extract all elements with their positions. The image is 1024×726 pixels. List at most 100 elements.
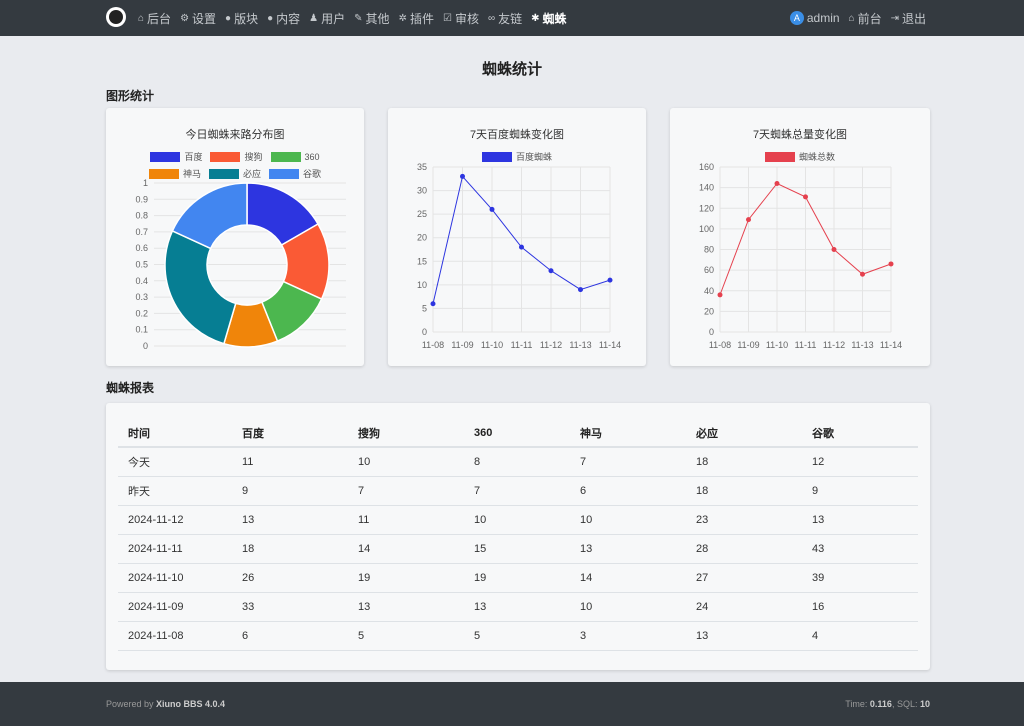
y-tick-label: 0.2	[135, 308, 148, 318]
table-row: 2024-11-12 13 11 10 10 23 13	[118, 505, 918, 535]
table-cell: 28	[685, 534, 802, 564]
x-tick-label: 11-09	[737, 340, 759, 350]
table-header-row: 时间 百度 搜狗 360 神马 必应 谷歌	[118, 419, 918, 448]
column-header: 必应	[685, 419, 802, 448]
baidu-line-card: 7天百度蜘蛛变化图 百度蜘蛛 0 5 10 15 20 25 30 35 11-08 11-09 1…	[388, 108, 646, 366]
nav-item-nav-left-3[interactable]: ● 内容	[267, 10, 300, 27]
pie-chart: 1 0.9 0.8 0.7 0.6 0.5 0.4 0.3 0.2 0.1 0	[135, 178, 346, 351]
column-header: 神马	[569, 419, 686, 448]
nav-item-nav-right-1[interactable]: ⌂ 前台	[849, 10, 882, 27]
nav-item-nav-left-8[interactable]: ∞ 友链	[488, 10, 522, 27]
table-cell: 11	[348, 505, 464, 535]
pie-slice-必应	[164, 229, 237, 345]
legend-swatch	[148, 168, 179, 179]
table-cell: 7	[464, 476, 570, 506]
y-tick-label: 120	[699, 203, 714, 213]
table-cell: 16	[801, 592, 918, 622]
x-tick-label: 11-12	[540, 340, 562, 350]
legend-swatch	[210, 151, 241, 162]
table-cell: 2024-11-10	[118, 563, 232, 593]
nav-label: 内容	[276, 11, 301, 26]
legend-swatch	[481, 151, 512, 162]
nav-item-nav-right-2[interactable]: ⇥ 退出	[891, 10, 926, 27]
legend-swatch	[208, 168, 239, 179]
table-cell: 39	[801, 563, 918, 593]
powered-name[interactable]: Xiuno BBS 4.0.4	[156, 699, 226, 709]
total-line-card: 7天蜘蛛总量变化图 蜘蛛总数 0 20 40 60 80 100 120 140 160 11-0…	[670, 108, 930, 366]
nav-label: 后台	[147, 11, 172, 26]
y-tick-label: 1	[143, 178, 148, 188]
nav-item-nav-left-2[interactable]: ● 版块	[225, 10, 258, 27]
nav-item-nav-left-1[interactable]: ⚙ 设置	[180, 10, 216, 27]
y-tick-label: 25	[417, 209, 427, 219]
pie-chart-card: 今日蜘蛛来路分布图 百度 搜狗 360 神马 必应 谷歌 1 0.9 0.8 0.7 0.6 0.5…	[106, 108, 364, 366]
y-tick-label: 0	[143, 341, 148, 351]
y-tick-label: 0.7	[135, 227, 148, 237]
legend-item[interactable]: 百度蜘蛛	[481, 150, 552, 163]
legend-item[interactable]: 360	[270, 150, 320, 163]
column-header: 时间	[118, 419, 232, 448]
data-point	[578, 287, 583, 293]
table-cell: 10	[569, 505, 686, 535]
legend-swatch	[270, 151, 301, 162]
x-tick-label: 11-11	[511, 340, 533, 350]
nav-item-nav-left-6[interactable]: ✲ 插件	[399, 10, 434, 27]
nav-item-nav-left-5[interactable]: ✎ 其他	[354, 10, 389, 27]
nav-label: admin	[806, 11, 840, 25]
table-cell: 2024-11-09	[118, 592, 232, 622]
table-cell: 19	[348, 563, 464, 593]
y-tick-label: 10	[417, 280, 427, 290]
nav-label: 用户	[321, 11, 346, 26]
table-cell: 4	[801, 621, 918, 651]
table-cell: 14	[348, 534, 464, 564]
x-tick-label: 11-10	[766, 340, 788, 350]
y-tick-label: 35	[417, 162, 427, 172]
table-cell: 7	[348, 476, 464, 506]
legend-item[interactable]: 谷歌	[269, 167, 321, 180]
legend-label: 神马	[182, 169, 201, 179]
nav-item-nav-left-7[interactable]: ☑ 审核	[443, 10, 479, 27]
table-cell: 昨天	[118, 476, 232, 506]
data-point	[860, 271, 865, 277]
x-tick-label: 11-09	[451, 340, 473, 350]
legend-item[interactable]: 神马	[148, 167, 201, 180]
legend-item[interactable]: 百度	[150, 150, 202, 163]
data-point	[774, 181, 780, 186]
x-tick-label: 11-12	[823, 340, 845, 350]
legend-item[interactable]: 蜘蛛总数	[764, 150, 835, 163]
nav-item-nav-left-9[interactable]: ✱ 蜘蛛	[531, 10, 566, 27]
check-square-icon: ☑	[442, 12, 452, 24]
total-line-legend: 蜘蛛总数	[670, 150, 930, 163]
gear-icon: ⚙	[180, 12, 190, 24]
table-row: 2024-11-10 26 19 19 14 27 39	[118, 563, 918, 593]
footer-stats: Time: 0.116, SQL: 10	[845, 699, 930, 709]
sql-label: SQL:	[896, 699, 918, 709]
data-point	[607, 277, 613, 283]
y-tick-label: 0.6	[135, 243, 148, 253]
data-point	[548, 268, 554, 274]
table-row: 今天 11 10 8 7 18 12	[118, 447, 918, 477]
data-point	[430, 301, 436, 307]
nav-item-nav-left-0[interactable]: ⌂ 后台	[138, 10, 171, 27]
total-line-chart: 0 20 40 60 80 100 120 140 160 11-08 11-09 11-10 11-1…	[699, 162, 902, 350]
powered-prefix: Powered by	[106, 699, 154, 709]
table-cell: 19	[464, 563, 570, 593]
y-tick-label: 80	[704, 245, 714, 255]
nav-label: 设置	[192, 11, 217, 26]
table-cell: 27	[685, 563, 802, 593]
report-table: 时间 百度 搜狗 360 神马 必应 谷歌 今天 11 10 8 7 18 12 昨天 9 7 7 6 18 9 202…	[118, 419, 918, 651]
y-tick-label: 0.9	[135, 194, 148, 204]
table-row: 昨天 9 7 7 6 18 9	[118, 476, 918, 506]
legend-label: 蜘蛛总数	[798, 152, 835, 162]
nav-label: 插件	[409, 11, 434, 26]
table-cell: 13	[801, 505, 918, 535]
time-label: Time:	[845, 699, 868, 709]
nav-item-nav-left-4[interactable]: ♟ 用户	[309, 10, 345, 27]
legend-item[interactable]: 必应	[208, 167, 261, 180]
table-cell: 3	[569, 621, 686, 651]
nav-label: 审核	[454, 11, 479, 26]
logo-icon[interactable]	[106, 7, 126, 27]
table-cell: 11	[232, 447, 348, 477]
legend-item[interactable]: 搜狗	[210, 150, 263, 163]
